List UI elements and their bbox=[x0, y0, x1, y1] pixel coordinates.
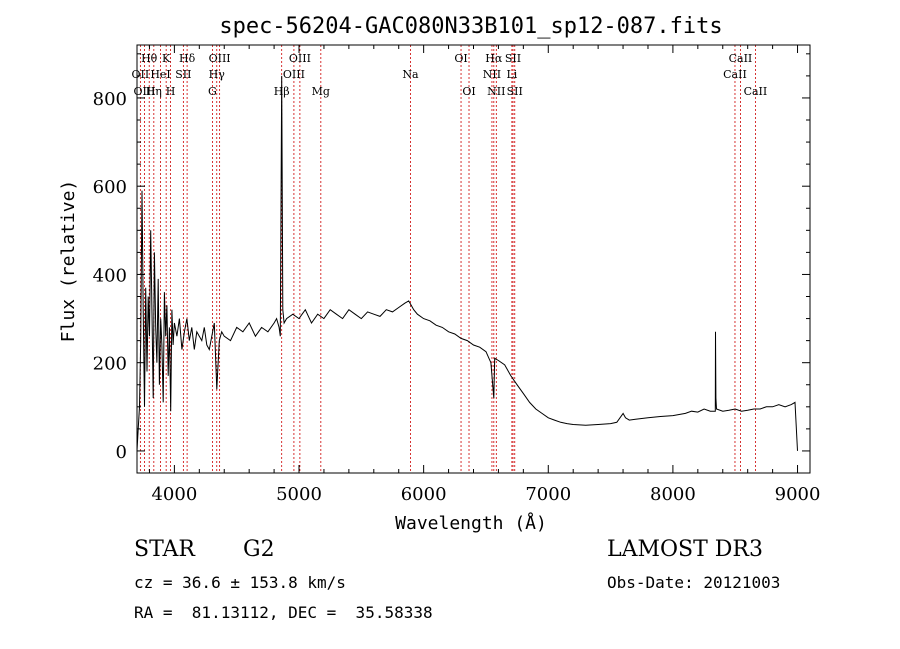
marker-label-27: CaII bbox=[744, 85, 768, 98]
observation-date: Obs-Date: 20121003 bbox=[607, 573, 781, 592]
y-tick-label-3: 600 bbox=[93, 177, 127, 198]
y-axis: 0 200 400 600 800 bbox=[93, 53, 810, 463]
marker-label-14: OIII bbox=[283, 68, 305, 81]
marker-label-23: Li bbox=[506, 68, 517, 81]
marker-label-24: SII bbox=[507, 85, 523, 98]
marker-label-17: OI bbox=[454, 52, 467, 65]
object-subclass: G2 bbox=[243, 537, 275, 562]
marker-label-0: Hθ bbox=[141, 52, 158, 65]
marker-label-6: SII bbox=[175, 68, 191, 81]
marker-label-7: H bbox=[166, 85, 176, 98]
marker-label-25: CaII bbox=[729, 52, 753, 65]
x-tick-label-4: 8000 bbox=[650, 484, 696, 505]
marker-label-16: Na bbox=[402, 68, 419, 81]
y-tick-label-2: 400 bbox=[93, 265, 127, 286]
marker-label-21: NII bbox=[487, 85, 505, 98]
y-tick-label-4: 800 bbox=[93, 89, 127, 110]
x-tick-label-1: 5000 bbox=[276, 484, 322, 505]
marker-label-10: Hγ bbox=[209, 68, 226, 81]
spectrum-line bbox=[136, 75, 798, 451]
x-axis-label: Wavelength (Å) bbox=[395, 512, 547, 534]
plot-frame bbox=[136, 44, 811, 474]
marker-label-5: Hη bbox=[146, 85, 162, 98]
marker-label-20: NII bbox=[483, 68, 501, 81]
y-axis-label: Flux (relative) bbox=[58, 180, 79, 343]
marker-label-18: OI bbox=[462, 85, 475, 98]
marker-label-22: SII bbox=[505, 52, 521, 65]
chart-title: spec-56204-GAC080N33B101_sp12-087.fits bbox=[219, 14, 722, 39]
survey-name: LAMOST DR3 bbox=[607, 537, 763, 562]
y-tick-label-0: 0 bbox=[116, 442, 127, 463]
y-tick-label-1: 200 bbox=[93, 354, 127, 375]
marker-label-19: Hα bbox=[485, 52, 503, 65]
coordinates-readout: RA = 81.13112, DEC = 35.58338 bbox=[134, 603, 433, 622]
marker-label-2: OIII bbox=[133, 85, 155, 98]
redshift-readout: cz = 36.6 ± 153.8 km/s bbox=[134, 573, 346, 592]
x-tick-label-0: 4000 bbox=[151, 484, 197, 505]
marker-label-13: OIII bbox=[289, 52, 311, 65]
emission-line-markers bbox=[139, 45, 756, 473]
object-class: STAR bbox=[134, 537, 195, 562]
marker-label-26: CaII bbox=[723, 68, 747, 81]
x-axis: 4000 5000 6000 7000 8000 9000 bbox=[148, 45, 821, 505]
x-tick-label-5: 9000 bbox=[775, 484, 821, 505]
marker-label-4: HeI bbox=[150, 68, 170, 81]
marker-label-15: Mg bbox=[312, 85, 330, 98]
marker-label-8: Hδ bbox=[179, 52, 196, 65]
marker-label-11: G bbox=[208, 85, 217, 98]
marker-label-3: K bbox=[162, 52, 171, 65]
x-tick-label-3: 7000 bbox=[525, 484, 571, 505]
x-tick-label-2: 6000 bbox=[401, 484, 447, 505]
marker-label-9: OIII bbox=[209, 52, 231, 65]
marker-label-1: OII bbox=[132, 68, 150, 81]
